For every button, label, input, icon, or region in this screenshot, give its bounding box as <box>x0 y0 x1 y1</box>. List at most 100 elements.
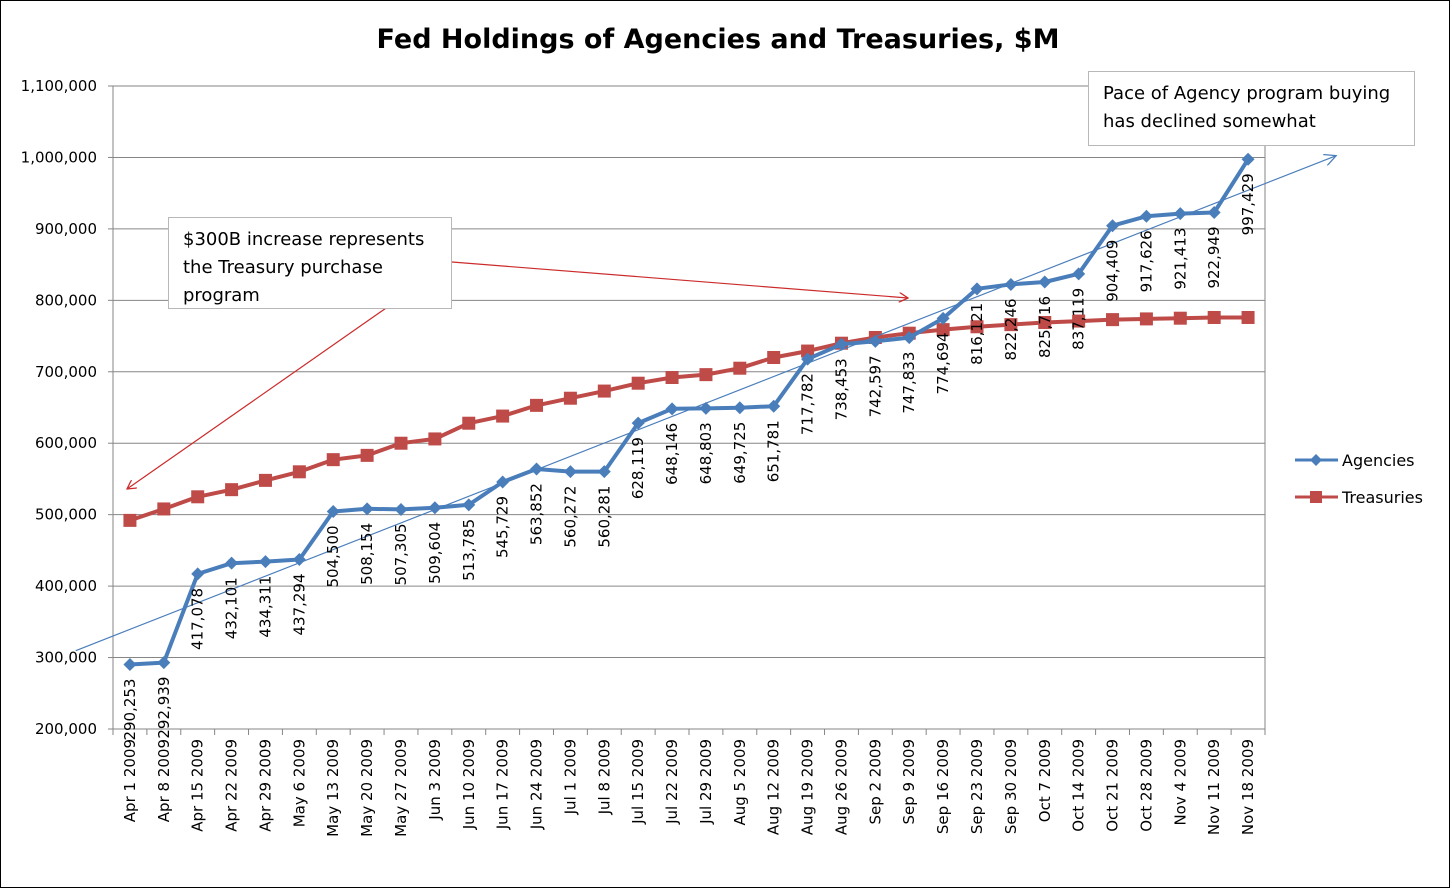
legend-label-agencies: Agencies <box>1342 451 1415 470</box>
point-treasuries-7 <box>360 448 374 462</box>
y-tick-label-1100000: 1,100,000 <box>21 77 97 95</box>
x-tick-label-28: Oct 14 2009 <box>1070 739 1088 832</box>
x-tick-label-12: Jun 24 2009 <box>528 739 546 830</box>
data-label-agencies-19: 651,781 <box>765 420 783 482</box>
x-tick-label-32: Nov 11 2009 <box>1205 739 1223 835</box>
point-treasuries-9 <box>428 432 442 446</box>
point-treasuries-12 <box>530 398 544 412</box>
point-treasuries-14 <box>597 384 611 398</box>
x-tick-label-16: Jul 22 2009 <box>663 739 681 825</box>
point-agencies-7 <box>360 502 374 516</box>
point-treasuries-32 <box>1207 310 1221 324</box>
point-treasuries-31 <box>1173 311 1187 325</box>
point-agencies-21 <box>834 337 848 351</box>
x-tick-label-5: May 6 2009 <box>290 739 308 827</box>
x-tick-label-17: Jul 29 2009 <box>697 739 715 825</box>
chart-title: Fed Holdings of Agencies and Treasuries,… <box>377 24 1060 55</box>
point-agencies-19 <box>767 399 781 413</box>
x-tick-label-13: Jul 1 2009 <box>561 739 579 815</box>
point-agencies-10 <box>462 498 476 512</box>
data-label-agencies-13: 560,272 <box>561 486 579 548</box>
point-agencies-17 <box>699 401 713 415</box>
point-treasuries-3 <box>225 483 239 497</box>
point-agencies-5 <box>292 552 306 566</box>
point-agencies-8 <box>394 502 408 516</box>
x-tick-label-26: Sep 30 2009 <box>1002 739 1020 834</box>
point-agencies-23 <box>902 331 916 345</box>
point-agencies-26 <box>1004 277 1018 291</box>
data-label-agencies-9: 509,604 <box>426 522 444 584</box>
point-treasuries-4 <box>258 473 272 487</box>
data-label-agencies-18: 649,725 <box>731 422 749 484</box>
x-tick-label-15: Jul 15 2009 <box>629 739 647 825</box>
point-treasuries-26 <box>1004 318 1018 332</box>
x-tick-label-24: Sep 16 2009 <box>934 739 952 834</box>
point-agencies-18 <box>733 401 747 415</box>
x-axis: Apr 1 2009 Apr 8 2009 Apr 15 2009 Apr 22 20… <box>112 729 1266 837</box>
point-agencies-6 <box>326 504 340 518</box>
y-tick-label-900000: 900,000 <box>35 220 97 238</box>
x-tick-label-0: Apr 1 2009 <box>121 739 139 822</box>
point-treasuries-2 <box>191 490 205 504</box>
point-treasuries-28 <box>1072 314 1086 328</box>
point-agencies-27 <box>1038 275 1052 289</box>
point-agencies-4 <box>258 555 272 569</box>
x-tick-label-3: Apr 22 2009 <box>223 739 241 832</box>
point-agencies-30 <box>1139 209 1153 223</box>
point-treasuries-5 <box>292 465 306 479</box>
x-tick-label-30: Oct 28 2009 <box>1137 739 1155 832</box>
data-label-agencies-1: 292,939 <box>155 677 173 739</box>
point-treasuries-16 <box>665 370 679 384</box>
point-agencies-16 <box>665 402 679 416</box>
x-tick-label-29: Oct 21 2009 <box>1104 739 1122 832</box>
point-agencies-15 <box>631 416 645 430</box>
y-tick-label-200000: 200,000 <box>35 720 97 738</box>
point-treasuries-25 <box>970 320 984 334</box>
data-label-agencies-0: 290,253 <box>121 679 139 741</box>
series-line-agencies <box>129 158 1250 667</box>
data-label-agencies-21: 738,453 <box>832 358 850 420</box>
point-agencies-14 <box>597 465 611 479</box>
data-label-agencies-30: 917,626 <box>1137 230 1155 292</box>
x-tick-label-1: Apr 8 2009 <box>155 739 173 822</box>
x-tick-label-33: Nov 18 2009 <box>1239 739 1257 835</box>
legend-label-treasuries: Treasuries <box>1341 488 1423 507</box>
data-label-agencies-6: 504,500 <box>324 525 342 587</box>
point-treasuries-6 <box>326 453 340 467</box>
point-agencies-24 <box>936 311 950 325</box>
point-agencies-11 <box>496 475 510 489</box>
point-treasuries-29 <box>1106 313 1120 327</box>
series-line-treasuries <box>129 315 1249 523</box>
x-tick-label-2: Apr 15 2009 <box>189 739 207 832</box>
data-label-agencies-11: 545,729 <box>494 496 512 558</box>
point-treasuries-33 <box>1241 310 1255 324</box>
point-treasuries-30 <box>1139 312 1153 326</box>
point-agencies-1 <box>157 656 171 670</box>
data-label-agencies-7: 508,154 <box>358 523 376 585</box>
agency-annotation: Pace of Agency program buying has declin… <box>1088 71 1415 146</box>
point-treasuries-15 <box>631 376 645 390</box>
y-tick-label-700000: 700,000 <box>35 363 97 381</box>
data-label-agencies-2: 417,078 <box>189 588 207 650</box>
point-treasuries-20 <box>801 344 815 358</box>
data-label-agencies-29: 904,409 <box>1104 240 1122 302</box>
legend-marker-treasuries <box>1310 491 1322 503</box>
data-label-agencies-20: 717,782 <box>799 373 817 435</box>
data-label-agencies-23: 747,833 <box>900 352 918 414</box>
data-label-agencies-4: 434,311 <box>256 576 274 638</box>
point-agencies-25 <box>970 282 984 296</box>
x-tick-label-14: Jul 8 2009 <box>595 739 613 815</box>
point-treasuries-10 <box>462 416 476 430</box>
data-label-agencies-33: 997,429 <box>1239 173 1257 235</box>
trendline <box>75 156 1336 652</box>
x-tick-label-27: Oct 7 2009 <box>1036 739 1054 822</box>
data-label-agencies-31: 921,413 <box>1171 228 1189 290</box>
y-axis: 200,000 300,000 400,000 500,000 600,000 700,0… <box>21 77 1266 738</box>
x-tick-label-6: May 13 2009 <box>324 739 342 837</box>
x-tick-label-10: Jun 10 2009 <box>460 739 478 830</box>
data-label-agencies-22: 742,597 <box>866 355 884 417</box>
y-tick-label-500000: 500,000 <box>35 506 97 524</box>
point-treasuries-17 <box>699 368 713 382</box>
y-tick-label-800000: 800,000 <box>35 291 97 309</box>
data-label-agencies-26: 822,246 <box>1002 298 1020 360</box>
